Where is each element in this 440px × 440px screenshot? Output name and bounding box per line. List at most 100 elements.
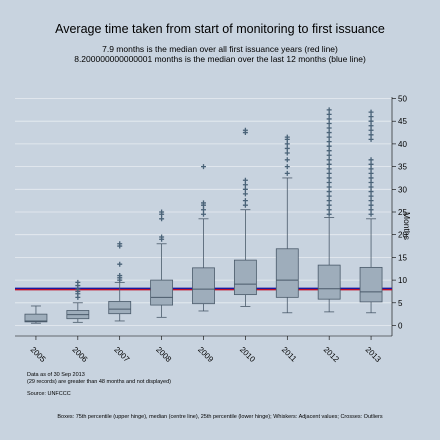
data-date-note: Data as of 30 Sep 2013: [27, 372, 85, 378]
x-tick-label: 2006: [70, 345, 89, 364]
outlier-marker: [368, 166, 374, 172]
outlier-marker: [326, 125, 332, 131]
outlier-marker: [368, 136, 374, 142]
outlier-marker: [326, 111, 332, 117]
y-tick-label: 0: [398, 322, 403, 331]
outlier-marker: [326, 152, 332, 158]
outlier-marker: [201, 211, 206, 217]
outlier-marker: [326, 116, 332, 122]
outlier-marker: [242, 198, 248, 204]
y-tick-label: 50: [398, 95, 407, 104]
outlier-marker: [326, 193, 332, 199]
outlier-marker: [159, 216, 165, 222]
legend-footnote: Boxes: 75th percentile (upper hinge), me…: [57, 414, 383, 420]
outlier-marker: [117, 241, 123, 247]
outlier-marker: [326, 189, 332, 195]
outlier-marker: [326, 130, 332, 136]
outlier-marker: [368, 132, 374, 138]
chart-title: Average time taken from start of monitor…: [55, 22, 385, 36]
outlier-marker: [326, 107, 332, 113]
outlier-marker: [284, 164, 290, 170]
x-tick-label: 2007: [112, 345, 131, 364]
excluded-records-note: (29 records) are greater than 48 months …: [27, 379, 171, 385]
y-tick-label: 20: [398, 231, 407, 240]
y-tick-label: 10: [398, 276, 407, 285]
outlier-marker: [284, 134, 290, 140]
x-tick-label: 2011: [280, 345, 299, 364]
outlier-marker: [326, 143, 332, 149]
outlier-marker: [368, 123, 374, 129]
outlier-marker: [368, 202, 374, 208]
y-tick-label: 25: [398, 208, 407, 217]
y-axis-label: Months: [402, 212, 412, 240]
outlier-marker: [368, 175, 374, 181]
outlier-marker: [326, 166, 332, 172]
outlier-marker: [242, 182, 248, 188]
outlier-marker: [368, 118, 374, 124]
subtitle-blue-line: 8.200000000000001 months is the median o…: [74, 54, 366, 64]
outlier-marker: [326, 207, 332, 213]
source-note: Source: UNFCCC: [27, 391, 71, 397]
outlier-marker: [284, 145, 290, 151]
outlier-marker: [201, 200, 206, 206]
outlier-marker: [326, 139, 332, 145]
x-tick-label: 2010: [238, 345, 257, 364]
outlier-marker: [242, 186, 248, 192]
outlier-marker: [368, 161, 374, 167]
box-2013: [359, 266, 383, 303]
outlier-marker: [326, 198, 332, 204]
outlier-marker: [368, 127, 374, 133]
outlier-marker: [284, 141, 290, 147]
x-tick-label: 2008: [154, 345, 173, 364]
outlier-marker: [284, 157, 290, 163]
outlier-marker: [284, 170, 290, 176]
box-2010: [233, 259, 257, 296]
y-tick-label: 40: [398, 140, 407, 149]
y-tick-label: 35: [398, 163, 407, 172]
x-tick-label: 2009: [196, 345, 215, 364]
outlier-marker: [368, 179, 374, 185]
outlier-marker: [159, 234, 165, 240]
outlier-marker: [368, 211, 374, 217]
outlier-marker: [201, 207, 206, 213]
outlier-marker: [368, 170, 374, 176]
outlier-marker: [368, 184, 374, 190]
box-2009: [192, 267, 215, 305]
x-tick-label: 2012: [322, 345, 341, 364]
outlier-marker: [326, 202, 332, 208]
outlier-marker: [242, 177, 248, 183]
outlier-marker: [326, 184, 332, 190]
outlier-marker: [326, 120, 332, 126]
x-tick-label: 2013: [364, 345, 383, 364]
y-tick-label: 15: [398, 253, 407, 262]
outlier-marker: [326, 134, 332, 140]
outlier-marker: [326, 161, 332, 167]
outlier-marker: [368, 189, 374, 195]
outlier-marker: [326, 211, 332, 217]
outlier-marker: [326, 179, 332, 185]
outlier-marker: [326, 157, 332, 163]
box-2007: [108, 301, 132, 315]
outlier-marker: [326, 175, 332, 181]
box-2005: [24, 313, 48, 323]
outlier-marker: [326, 148, 332, 154]
outlier-marker: [284, 150, 290, 156]
outlier-marker: [117, 273, 123, 279]
subtitle-red-line: 7.9 months is the median over all first …: [102, 44, 338, 54]
outlier-marker: [368, 114, 374, 120]
y-tick-label: 45: [398, 117, 407, 126]
box-2011: [275, 248, 299, 298]
y-tick-label: 30: [398, 185, 407, 194]
outlier-marker: [242, 191, 248, 197]
outlier-marker: [201, 164, 206, 170]
outlier-marker: [368, 109, 374, 115]
outlier-marker: [242, 202, 248, 208]
outlier-marker: [75, 279, 81, 285]
x-tick-label: 2005: [29, 345, 48, 364]
outlier-marker: [368, 193, 374, 199]
outlier-marker: [326, 170, 332, 176]
outlier-marker: [368, 157, 374, 163]
box-2008: [150, 279, 174, 306]
outlier-marker: [242, 127, 248, 133]
